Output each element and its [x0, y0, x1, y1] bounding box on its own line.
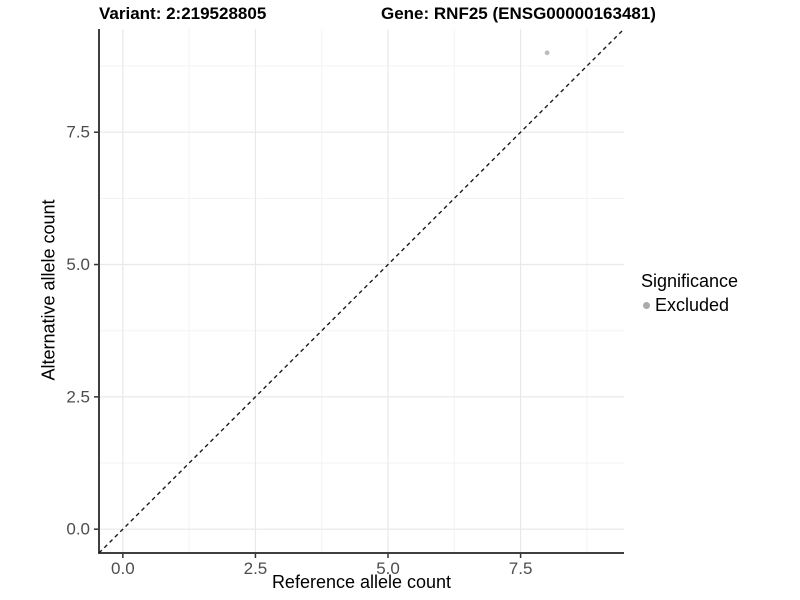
identity-dashed-line: [98, 28, 625, 554]
x-tick-label: 2.5: [244, 559, 268, 578]
plot-title-gene: Gene: RNF25 (ENSG00000163481): [381, 4, 656, 23]
x-tick-label: 7.5: [509, 559, 533, 578]
y-tick-label: 0.0: [66, 520, 90, 539]
x-tick-label: 0.0: [111, 559, 135, 578]
legend-item-label: Excluded: [655, 295, 730, 315]
x-tick-label: 5.0: [376, 559, 400, 578]
x-axis-title: Reference allele count: [271, 572, 452, 592]
legend-point-icon: [643, 302, 650, 309]
legend-title: Significance: [641, 271, 739, 291]
data-point: [544, 50, 550, 56]
y-tick-label: 7.5: [66, 123, 90, 142]
legend: Significance Excluded: [641, 271, 738, 316]
legend-item-excluded: Excluded: [643, 295, 738, 316]
y-axis-title: Alternative allele count: [38, 199, 59, 381]
y-tick-label: 5.0: [66, 255, 90, 274]
y-tick-label: 2.5: [66, 387, 90, 406]
plot-title-variant: Variant: 2:219528805: [99, 4, 267, 23]
